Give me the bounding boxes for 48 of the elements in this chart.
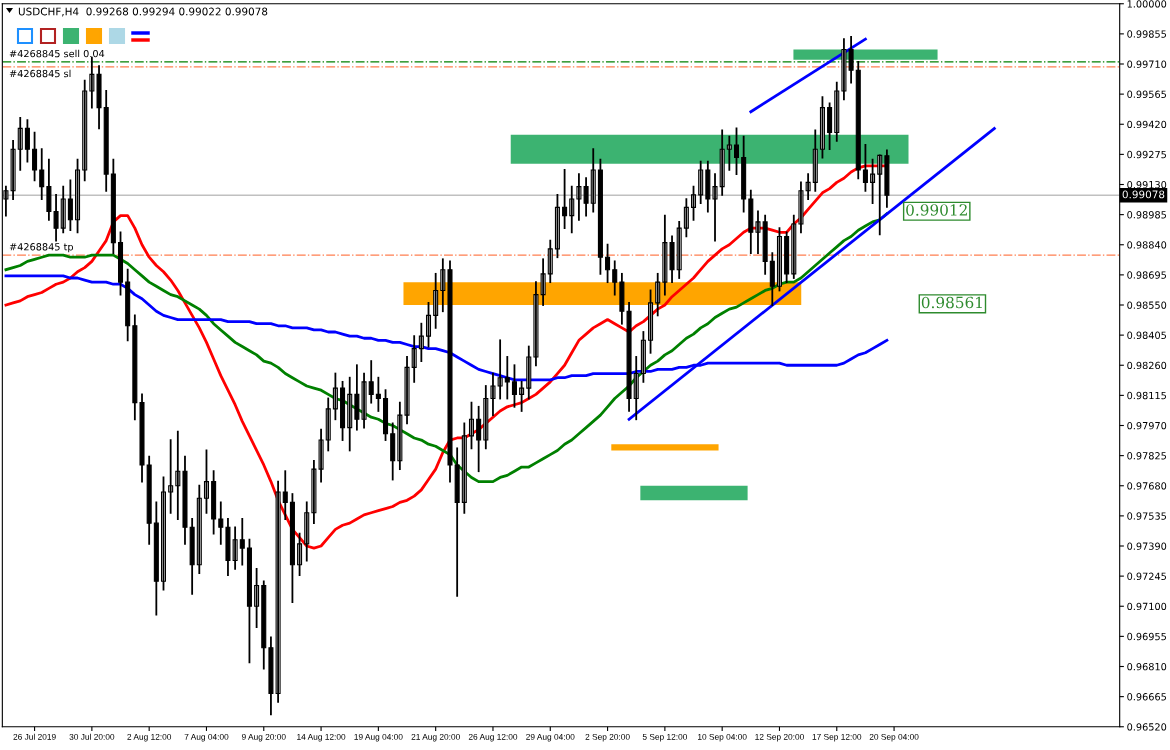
chart-title: USDCHF,H4 0.99268 0.99294 0.99022 0.99078 <box>18 7 268 17</box>
y-tick-label: 0.99855 <box>1127 30 1166 38</box>
y-tick-label: 0.99565 <box>1127 90 1166 98</box>
x-tick-label: 5 Sep 12:00 <box>642 733 688 742</box>
x-tick-label: 10 Sep 04:00 <box>698 733 747 742</box>
y-tick-label: 0.97245 <box>1127 572 1166 580</box>
ref-line-label: #4268845 sl <box>9 69 71 78</box>
y-tick-label: 0.99710 <box>1127 60 1167 68</box>
y-tick-label: 0.98405 <box>1127 331 1166 339</box>
ref-line-label: #4268845 sell 0.04 <box>9 49 105 58</box>
x-tick-label: 2 Aug 12:00 <box>127 733 172 742</box>
y-tick-label: 0.97970 <box>1127 421 1167 430</box>
x-tick-label: 12 Sep 20:00 <box>755 733 804 742</box>
x-tick-label: 2 Sep 20:00 <box>585 733 630 742</box>
x-tick-label: 21 Aug 20:00 <box>411 733 460 742</box>
annotation: 0.99012 <box>906 204 967 216</box>
y-tick-label: 0.96810 <box>1127 662 1167 671</box>
x-tick-label: 30 Jul 20:00 <box>69 733 115 740</box>
y-tick-label: 0.99420 <box>1127 120 1167 129</box>
y-tick-label: 0.97100 <box>1127 602 1167 611</box>
annotation: 0.98561 <box>921 296 982 309</box>
y-tick-label: 0.99130 <box>1127 180 1167 189</box>
y-tick-label: 0.98550 <box>1127 301 1167 309</box>
x-tick-label: 19 Aug 04:00 <box>354 733 403 742</box>
ref-line-label: #4268845 tp <box>9 243 74 253</box>
y-tick-label: 0.99275 <box>1127 150 1166 159</box>
x-tick-label: 26 Jul 2019 <box>13 733 56 740</box>
x-tick-label: 26 Aug 12:00 <box>468 733 518 742</box>
x-tick-label: 17 Sep 12:00 <box>812 733 862 742</box>
x-tick-label: 20 Sep 04:00 <box>869 733 919 742</box>
x-tick-label: 9 Aug 20:00 <box>241 733 286 742</box>
y-tick-label: 0.98840 <box>1127 241 1167 249</box>
x-tick-label: 29 Aug 04:00 <box>526 733 575 742</box>
y-tick-label: 0.98260 <box>1127 361 1167 370</box>
y-tick-label: 0.98985 <box>1127 211 1166 219</box>
y-tick-label: 0.96520 <box>1127 723 1167 731</box>
y-tick-label: 0.97535 <box>1127 512 1166 520</box>
y-tick-label: 0.96665 <box>1127 693 1166 701</box>
y-tick-label: 0.96955 <box>1127 632 1166 641</box>
y-tick-label: 0.97680 <box>1127 482 1167 490</box>
y-tick-label: 0.98695 <box>1127 271 1166 279</box>
ref-line-label: 0.99078 <box>1122 190 1165 199</box>
x-tick-label: 7 Aug 04:00 <box>184 733 229 742</box>
x-tick-label: 14 Aug 12:00 <box>297 733 346 742</box>
y-tick-label: 0.98115 <box>1127 391 1166 400</box>
y-tick-label: 1.00000 <box>1127 0 1167 8</box>
y-tick-label: 0.97390 <box>1127 542 1167 550</box>
y-tick-label: 0.97825 <box>1127 452 1166 460</box>
